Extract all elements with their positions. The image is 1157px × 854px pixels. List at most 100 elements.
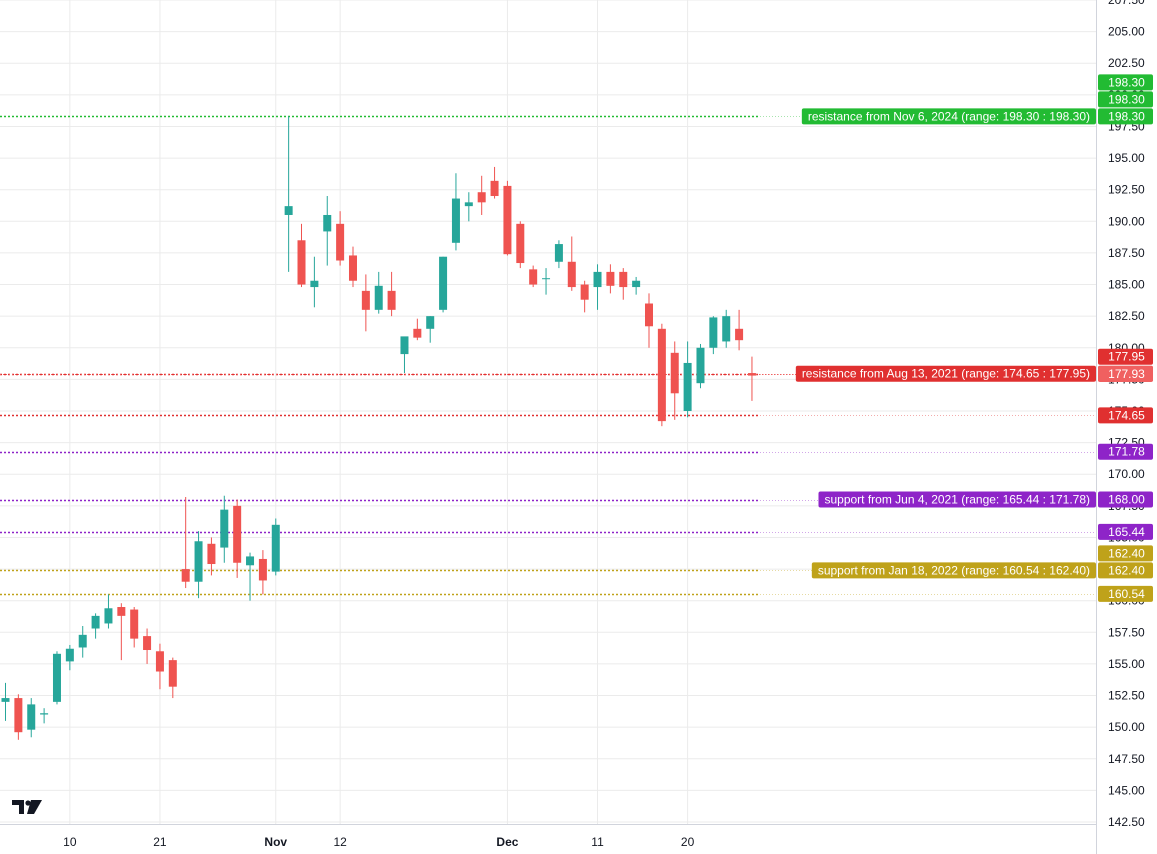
price-tag-text: 198.30 [1108,75,1145,89]
candle-body-down [155,651,164,672]
y-tick-label: 152.50 [1108,689,1145,703]
candle-body-up [1,698,10,702]
candle-body-up [27,704,36,730]
level-label-box [811,562,1096,579]
price-tag-bg [1098,365,1153,382]
candle-body-up [400,336,409,355]
candle-body-down [619,271,628,288]
price-tag-text: 198.30 [1108,109,1145,123]
candle-body-up [696,347,705,384]
y-tick-label: 187.50 [1108,246,1145,260]
candle-body-down [503,185,512,255]
candle-body-down [143,636,152,651]
candle-body-up [451,198,460,243]
y-tick-label: 195.00 [1108,151,1145,165]
price-tag-text: 174.65 [1108,408,1145,422]
price-tag-text: 171.78 [1108,445,1145,459]
y-tick-label: 150.00 [1108,720,1145,734]
y-tick-label: 202.50 [1108,56,1145,70]
price-tag-support-jan-2022: 162.40 [1098,562,1153,579]
x-tick-label: Nov [264,835,287,849]
price-tag-resistance-nov-2024: 198.30 [1098,74,1153,91]
candle-body-down [387,290,396,310]
candle-body-up [632,280,641,288]
x-tick-label: 10 [63,835,77,849]
candle-body-down [490,180,499,197]
price-tag-bg [1098,108,1153,125]
y-tick-label: 207.50 [1108,0,1145,7]
candle-body-up [426,316,435,329]
candle-body-down [297,240,306,285]
level-label-box [818,491,1096,508]
level-label-text: resistance from Nov 6, 2024 (range: 198.… [808,109,1090,123]
candle-body-down [130,609,139,639]
candle-body-down [336,223,345,261]
candle-body-up [722,316,731,342]
price-tag-bg [1098,491,1153,508]
candle-body-down [207,543,216,565]
candle-body-down [657,328,666,422]
candle-body-down [747,373,756,376]
price-tag-bg [1098,91,1153,108]
price-tag-text: 162.40 [1108,546,1145,560]
price-tag-text: 177.95 [1108,350,1145,364]
candle-body-down [670,352,679,394]
candle-body-down [168,660,177,687]
candle-body-up [683,362,692,411]
price-tag-last: 177.93 [1098,365,1153,382]
y-tick-label: 142.50 [1108,815,1145,829]
tradingview-logo[interactable] [12,800,42,814]
level-label-text: support from Jun 4, 2021 (range: 165.44 … [824,493,1090,507]
candle-body-down [529,269,538,285]
candle-body-up [323,214,332,232]
axis-frame [0,0,1097,854]
level-labels: 198.30 198.30 198.30 resistance from Nov 6,… [795,74,1153,602]
price-tag-resistance-nov-2024: 198.30 [1098,91,1153,108]
price-tag-bg [1098,562,1153,579]
candle-body-up [220,509,229,548]
price-tag-text: 165.44 [1108,525,1145,539]
tradingview-logo-icon[interactable] [12,800,42,814]
candles [1,116,756,740]
candle-body-down [413,328,422,338]
x-tick-label: 21 [153,835,167,849]
price-tag-bg [1098,545,1153,562]
logo-part [25,800,31,806]
price-tag-bg [1098,443,1153,460]
candle-body-down [233,505,242,563]
price-tag-bg [1098,523,1153,540]
price-tag-support-jun-2021-high: 171.78 [1098,443,1153,460]
logo-part [27,800,42,814]
candle-body-down [14,698,23,733]
candle-body-down [567,261,576,288]
price-tag-support-jan-2022: 162.40 [1098,545,1153,562]
candle-body-down [606,271,615,286]
price-tag-support-jun-2021-low: 165.44 [1098,523,1153,540]
y-tick-label: 205.00 [1108,25,1145,39]
price-tag-text: 160.54 [1108,587,1145,601]
y-tick-label: 145.00 [1108,783,1145,797]
candle-body-down [645,303,653,327]
candle-body-down [117,607,126,616]
price-tag-bg [1098,585,1153,602]
price-tag-resistance-aug-2021: 177.95 [1098,348,1153,365]
level-label-text: support from Jan 18, 2022 (range: 160.54… [818,563,1090,577]
price-tag-resistance-aug-2021-low: 174.65 [1098,407,1153,424]
y-tick-label: 192.50 [1108,183,1145,197]
candle-body-up [554,244,563,262]
price-tag-bg [1098,348,1153,365]
candle-body-up [40,713,49,715]
candle-body-up [91,615,100,629]
price-tag-support-jun-2021: 168.00 [1098,491,1153,508]
candle-body-down [361,290,370,310]
price-tag-bg [1098,407,1153,424]
price-tag-text: 177.93 [1108,367,1145,381]
candle-body-down [735,328,744,341]
candle-body-down [516,223,525,264]
candle-body-down [258,558,267,581]
candle-body-up [194,541,203,582]
time-axis[interactable]: 10 21 Nov 12 Dec 11 20 [63,835,694,849]
price-tag-bg [1098,74,1153,91]
candle-body-up [52,653,61,702]
